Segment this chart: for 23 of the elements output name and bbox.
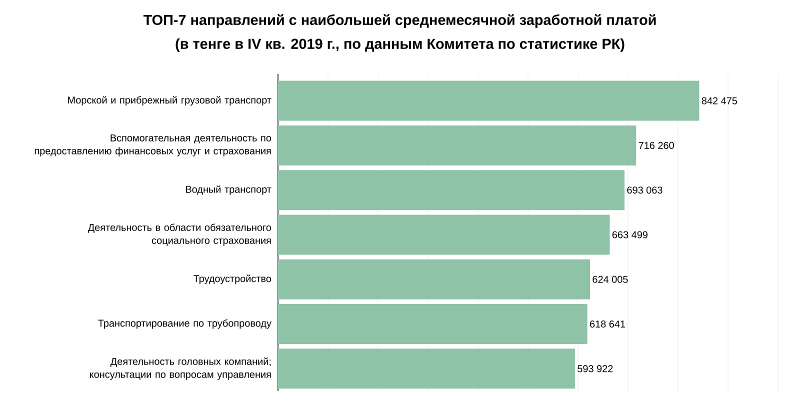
y-tick-label: Вспомогательная деятельность по предоставлению финансовых услуг и страхования [34, 134, 272, 156]
y-tick-label: Трудоустройство [194, 274, 272, 284]
y-tick-label: Морской и прибрежный грузовой транспорт [68, 96, 272, 106]
bar [278, 214, 610, 255]
y-tick-label: Деятельность в области обязательного социального страхования [88, 224, 272, 246]
data-label: 716 260 [638, 142, 674, 149]
bar [278, 259, 590, 300]
data-label: 842 475 [702, 97, 738, 104]
bar [278, 125, 636, 166]
data-label: 624 005 [592, 276, 628, 283]
y-tick-label: Деятельность головных компаний; консультации по вопросам управления [90, 357, 271, 380]
bar [278, 170, 625, 210]
y-tick-label: Транспортирование по трубопроводу [98, 319, 272, 329]
data-label: 593 922 [578, 365, 613, 372]
y-tick-label: Водный транспорт [186, 185, 272, 195]
chart-title: ТОП-7 направлений с наибольшей среднемесячной заработной платой [143, 14, 656, 28]
chart-subtitle: (в тенге в IV кв. 2019 г., по данным Комитета по статистике РК) [176, 38, 624, 52]
data-label: 618 641 [590, 320, 626, 328]
bar [278, 348, 575, 389]
bar [278, 304, 588, 344]
bar [278, 80, 700, 121]
data-label: 663 499 [612, 231, 648, 238]
data-label: 693 063 [627, 186, 662, 194]
